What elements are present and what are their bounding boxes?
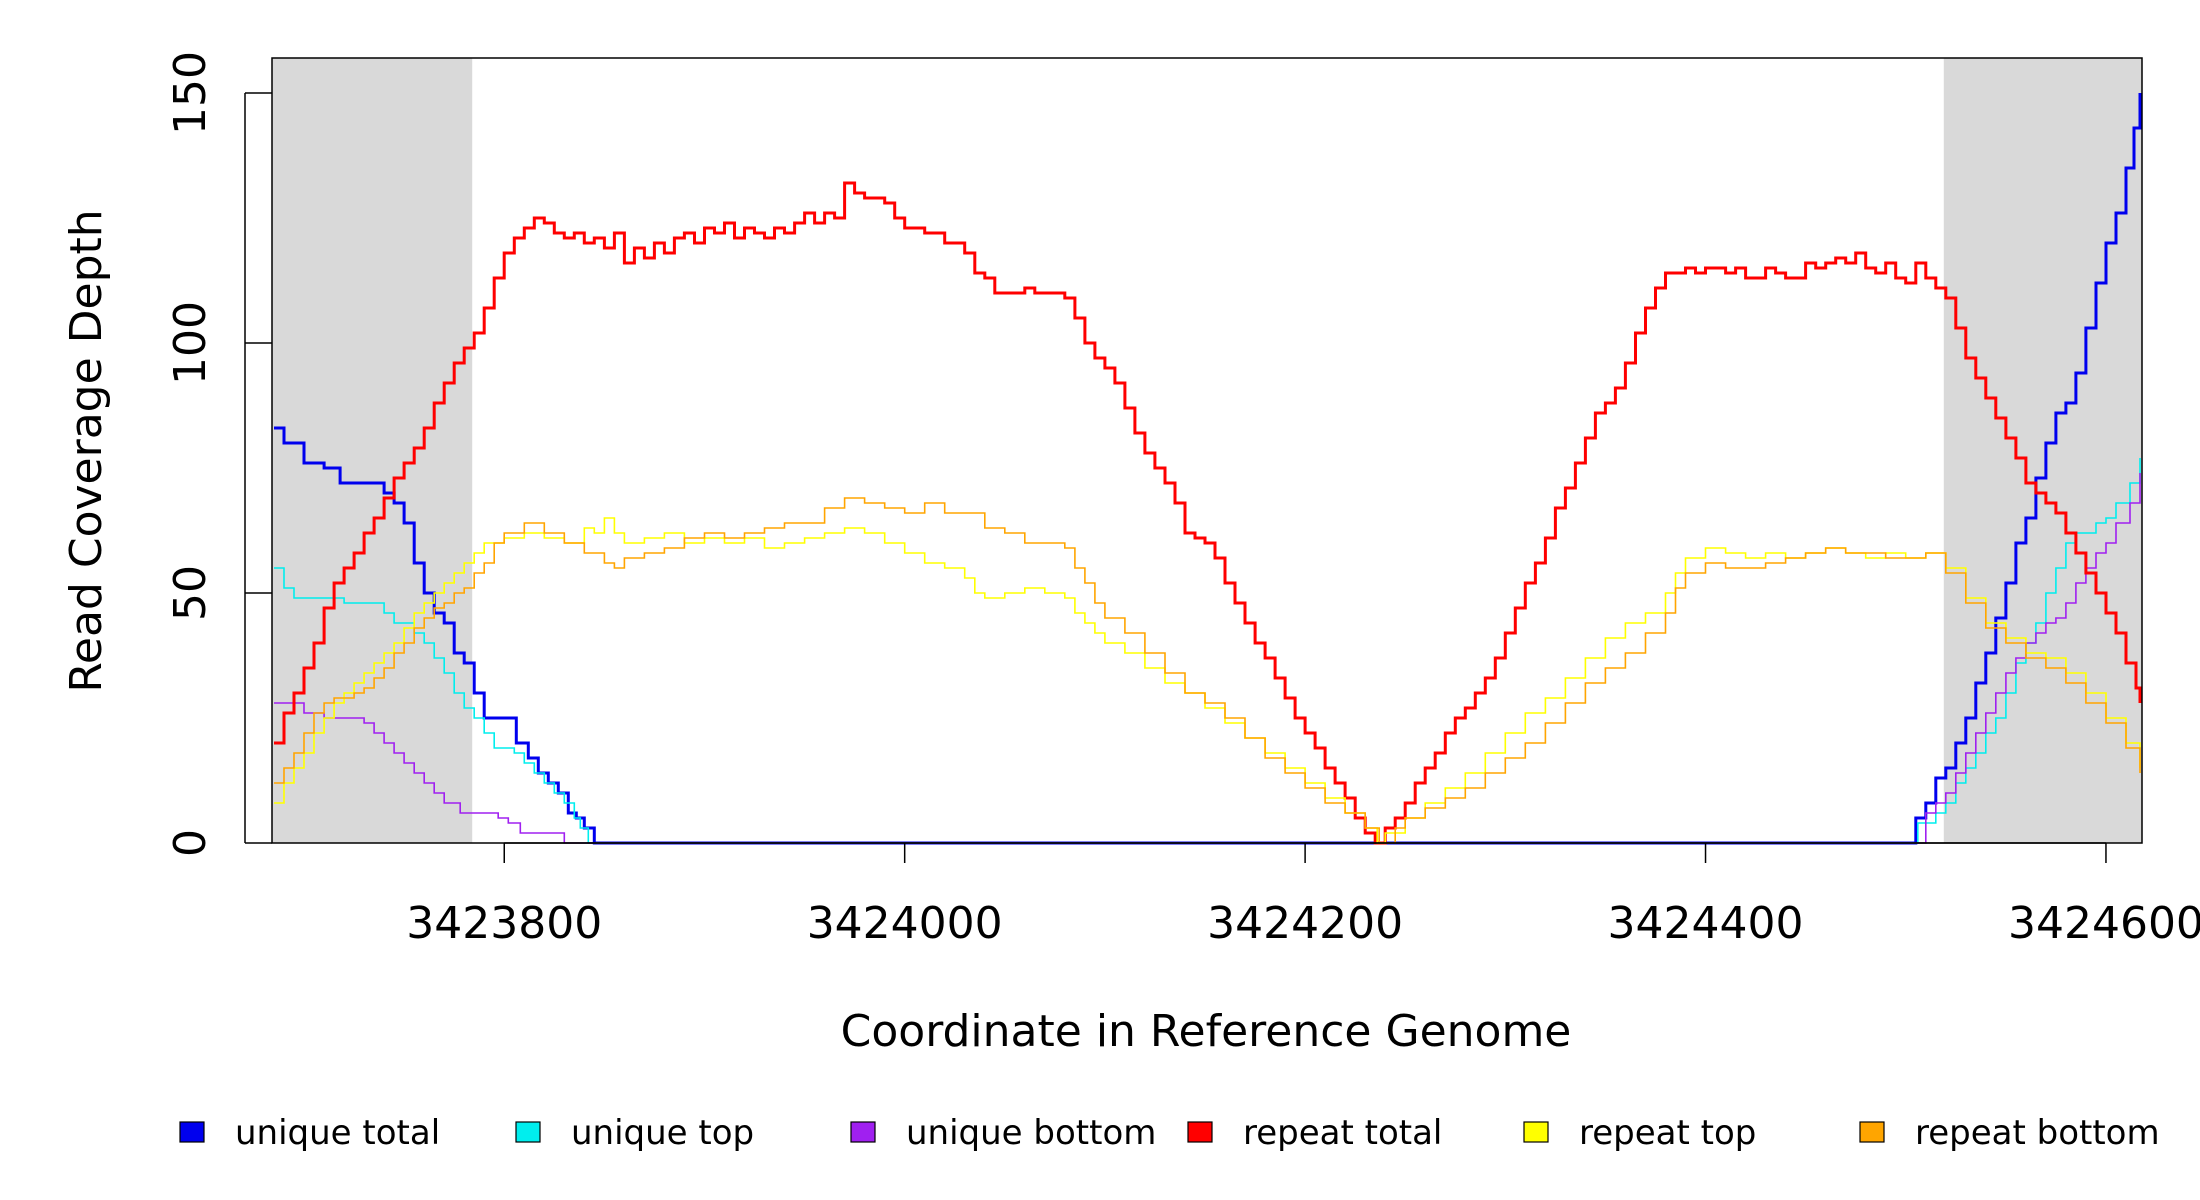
x-tick-label: 3424000 xyxy=(807,898,1003,949)
plot-border xyxy=(271,57,2143,844)
series-repeat-total xyxy=(274,181,2142,845)
x-axis-title: Coordinate in Reference Genome xyxy=(841,1006,1572,1057)
legend-swatch xyxy=(179,1121,205,1143)
legend: unique total unique top unique bottom repea… xyxy=(179,1113,2160,1153)
legend-swatch xyxy=(515,1121,541,1143)
legend-item-repeat-total: repeat total xyxy=(1187,1113,1442,1153)
y-tick-label: 150 xyxy=(165,51,216,135)
x-tick-label: 3424200 xyxy=(1207,898,1403,949)
series-unique-total xyxy=(274,93,2142,845)
y-tick-label: 50 xyxy=(165,565,216,621)
legend-swatch xyxy=(1187,1121,1213,1143)
legend-label: unique bottom xyxy=(906,1113,1156,1153)
y-tick-label: 100 xyxy=(165,301,216,385)
legend-item-repeat-bottom: repeat bottom xyxy=(1859,1113,2160,1153)
legend-label: repeat top xyxy=(1579,1113,1756,1153)
plot-area xyxy=(272,58,2142,845)
shaded-region-1 xyxy=(272,58,473,843)
y-axis-title: Read Coverage Depth xyxy=(61,209,112,692)
legend-item-unique-total: unique total xyxy=(179,1113,440,1153)
legend-swatch xyxy=(1859,1121,1885,1143)
shaded-region-2 xyxy=(1943,58,2142,843)
legend-item-unique-bottom: unique bottom xyxy=(850,1113,1156,1153)
legend-item-repeat-top: repeat top xyxy=(1523,1113,1756,1153)
y-tick-label: 0 xyxy=(165,829,216,857)
series-unique-top xyxy=(274,458,2141,844)
x-tick-label: 3424600 xyxy=(2008,898,2200,949)
legend-label: unique top xyxy=(571,1113,754,1153)
legend-label: repeat bottom xyxy=(1915,1113,2160,1153)
series-repeat-top xyxy=(274,517,2141,844)
legend-swatch xyxy=(1523,1121,1549,1143)
series-repeat-bottom xyxy=(274,497,2141,844)
legend-label: repeat total xyxy=(1243,1113,1442,1153)
legend-item-unique-top: unique top xyxy=(515,1113,754,1153)
x-tick-label: 3423800 xyxy=(406,898,602,949)
legend-label: unique total xyxy=(235,1113,440,1153)
legend-swatch xyxy=(850,1121,876,1143)
axes: 3423800 3424000 3424200 3424400 3424600 0 50 10… xyxy=(165,51,2200,949)
series-unique-bottom xyxy=(274,473,2141,844)
x-tick-label: 3424400 xyxy=(1608,898,1804,949)
